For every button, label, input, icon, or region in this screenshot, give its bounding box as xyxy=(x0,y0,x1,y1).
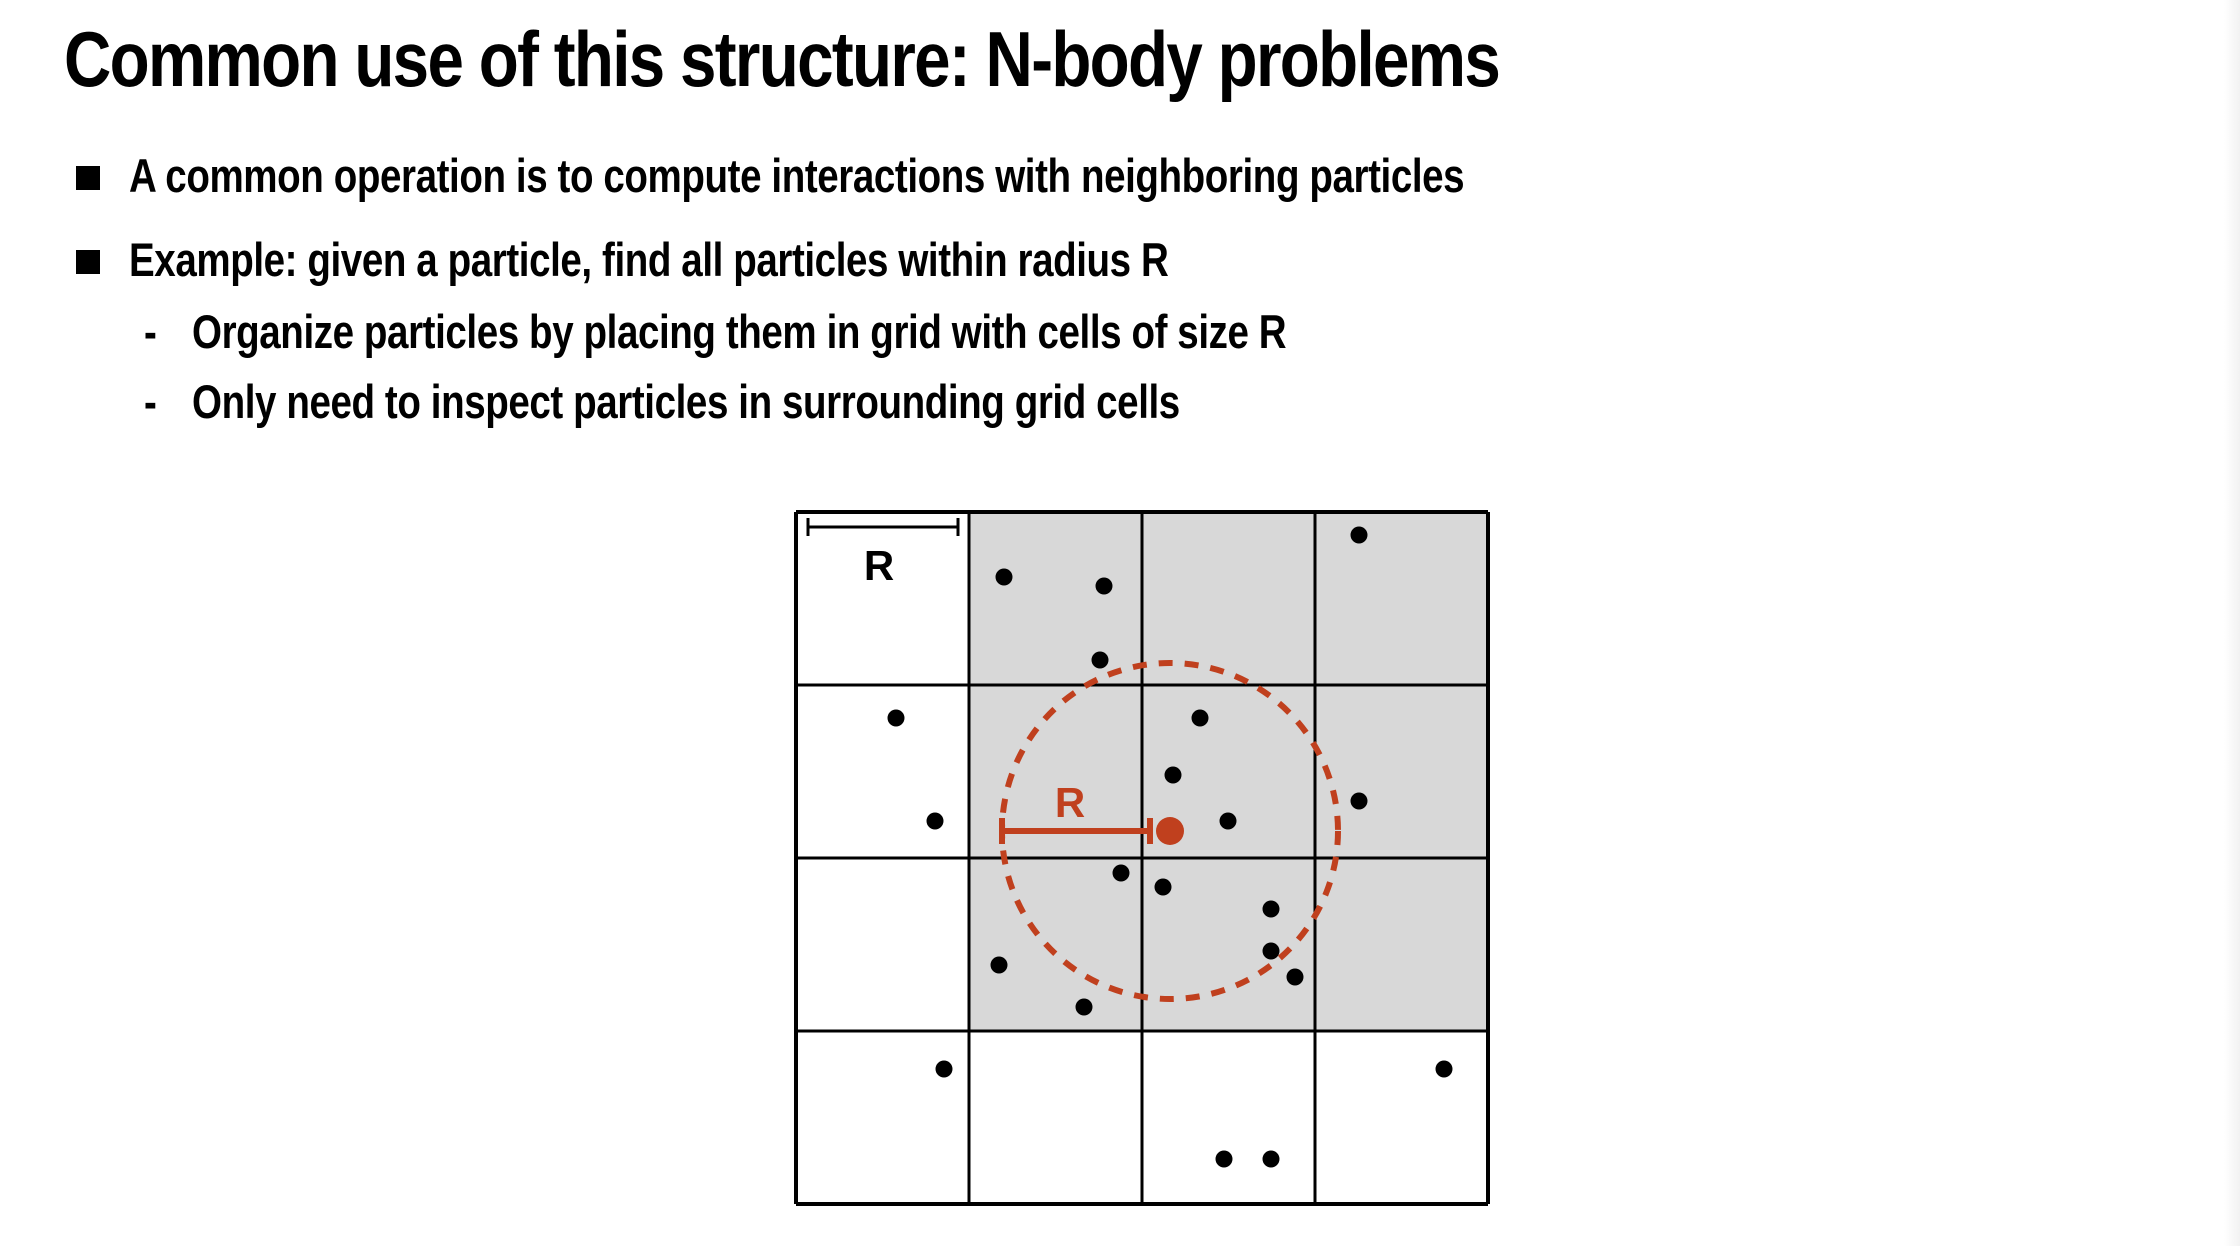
slide-title: Common use of this structure: N-body pro… xyxy=(64,15,1501,103)
sub-bullet-text: Organize particles by placing them in gr… xyxy=(192,305,1287,358)
grid-lines xyxy=(794,510,1490,1206)
query-particle xyxy=(1156,817,1184,845)
shaded-cell xyxy=(1142,858,1315,1031)
particle-dot xyxy=(887,709,905,727)
particle-dot xyxy=(1075,998,1093,1016)
search-radius-circle xyxy=(999,660,1341,1002)
particle-dot xyxy=(926,812,944,830)
particle-dot xyxy=(1435,1060,1453,1078)
bullet-item: Example: given a particle, find all part… xyxy=(76,230,1976,302)
particle-dot xyxy=(1262,942,1280,960)
dash-marker: - xyxy=(144,305,157,358)
cell-size-label: R xyxy=(864,542,894,589)
square-bullet-icon xyxy=(76,166,100,190)
bullet-item: A common operation is to compute interac… xyxy=(76,146,1976,230)
particle-dot xyxy=(1191,709,1209,727)
bullet-list: A common operation is to compute interac… xyxy=(76,146,1976,442)
cell-size-indicator: R xyxy=(806,518,960,589)
bullet-text: A common operation is to compute interac… xyxy=(129,149,1465,202)
dash-marker: - xyxy=(144,375,157,428)
particle-dot xyxy=(1095,577,1113,595)
shaded-cell xyxy=(1315,512,1488,685)
bullet-text: Example: given a particle, find all part… xyxy=(129,233,1169,286)
shaded-cell xyxy=(1315,685,1488,858)
particle-dot xyxy=(1219,812,1237,830)
particle-dot xyxy=(1350,526,1368,544)
scrollbar-edge xyxy=(2224,0,2240,1246)
particle-dot xyxy=(1350,792,1368,810)
sub-bullet-item: - Only need to inspect particles in surr… xyxy=(76,372,1976,442)
query-region: R xyxy=(999,660,1341,1002)
shaded-cell xyxy=(969,858,1142,1031)
particle-dot xyxy=(1215,1150,1233,1168)
shaded-cells xyxy=(969,512,1488,1031)
particle-dot xyxy=(1164,766,1182,784)
square-bullet-icon xyxy=(76,250,100,274)
shaded-cell xyxy=(1142,512,1315,685)
particle-dot xyxy=(1262,900,1280,918)
radius-label: R xyxy=(1055,779,1085,826)
shaded-cell xyxy=(969,512,1142,685)
particle-dot xyxy=(995,568,1013,586)
particle-dot xyxy=(935,1060,953,1078)
shaded-cell xyxy=(1315,858,1488,1031)
particle-dot xyxy=(990,956,1008,974)
sub-bullet-text: Only need to inspect particles in surrou… xyxy=(192,375,1180,428)
particle-dot xyxy=(1286,968,1304,986)
particle-dot xyxy=(1262,1150,1280,1168)
sub-bullet-item: - Organize particles by placing them in … xyxy=(76,302,1976,372)
shaded-cell xyxy=(1142,685,1315,858)
shaded-cell xyxy=(969,685,1142,858)
particle-dot xyxy=(1112,864,1130,882)
particles xyxy=(887,526,1453,1168)
particle-dot xyxy=(1091,651,1109,669)
particle-dot xyxy=(1154,878,1172,896)
